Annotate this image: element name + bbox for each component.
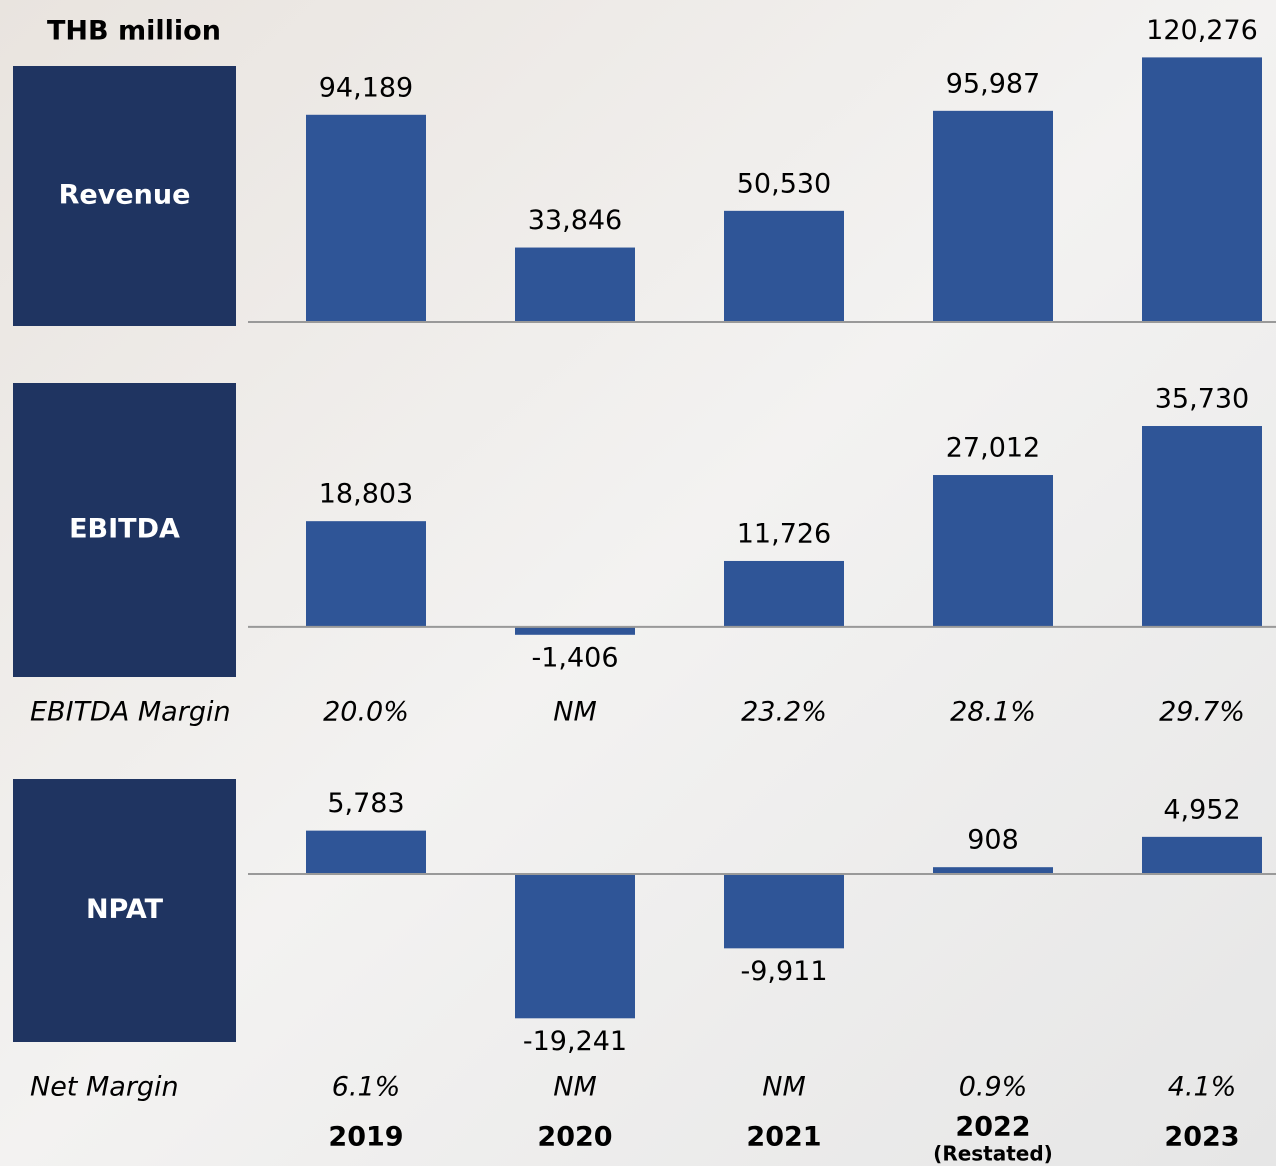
bar (724, 874, 844, 949)
section-box (13, 383, 236, 677)
margin-value: 23.2% (741, 697, 827, 728)
x-tick-label: 2022 (955, 1112, 1030, 1143)
chart-title: THB million (47, 16, 221, 47)
section-box (13, 66, 236, 326)
margin-label: Net Margin (30, 1072, 179, 1103)
data-label: 18,803 (319, 479, 413, 510)
data-label: -19,241 (523, 1026, 627, 1057)
data-label: 27,012 (946, 433, 1040, 464)
bar (306, 521, 426, 627)
bar (933, 110, 1053, 322)
bar (515, 247, 635, 322)
section-label: NPAT (86, 894, 164, 925)
x-tick-label: 2021 (746, 1122, 821, 1153)
bar (1142, 57, 1262, 323)
bar (515, 626, 635, 635)
bar (724, 560, 844, 627)
margin-value: 29.7% (1159, 697, 1245, 728)
data-label: 50,530 (737, 168, 831, 199)
x-tick-label: 2020 (537, 1122, 612, 1153)
section-label: Revenue (59, 180, 191, 211)
data-label: 33,846 (528, 205, 622, 236)
bar (724, 210, 844, 322)
data-label: 94,189 (319, 72, 413, 103)
data-label: 95,987 (946, 68, 1040, 99)
bar (515, 874, 635, 1019)
section-box (13, 779, 236, 1042)
x-tick-label: 2019 (328, 1122, 403, 1153)
margin-value: NM (762, 1072, 806, 1103)
margin-value: NM (553, 697, 597, 728)
data-label: 5,783 (327, 788, 404, 819)
x-tick-label: 2023 (1164, 1122, 1239, 1153)
margin-value: NM (553, 1072, 597, 1103)
section-label: EBITDA (69, 514, 180, 545)
bar (306, 830, 426, 874)
data-label: 11,726 (737, 518, 831, 549)
bar (1142, 836, 1262, 874)
data-label: 35,730 (1155, 384, 1249, 415)
data-label: -1,406 (531, 642, 618, 673)
bar (306, 114, 426, 322)
data-label: -9,911 (740, 956, 827, 987)
data-label: 4,952 (1163, 794, 1240, 825)
margin-value: 20.0% (323, 697, 409, 728)
margin-value: 28.1% (950, 697, 1036, 728)
margin-value: 6.1% (332, 1072, 401, 1103)
data-label: 908 (967, 825, 1019, 856)
x-tick-note: (Restated) (933, 1142, 1053, 1166)
margin-value: 4.1% (1168, 1072, 1237, 1103)
data-label: 120,276 (1146, 15, 1258, 46)
margin-value: 0.9% (959, 1072, 1028, 1103)
bar (1142, 426, 1262, 627)
bar (933, 475, 1053, 627)
margin-label: EBITDA Margin (30, 697, 231, 728)
bar (933, 867, 1053, 874)
